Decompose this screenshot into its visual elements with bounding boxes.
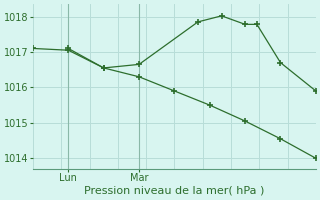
X-axis label: Pression niveau de la mer( hPa ): Pression niveau de la mer( hPa ) [84, 186, 265, 196]
